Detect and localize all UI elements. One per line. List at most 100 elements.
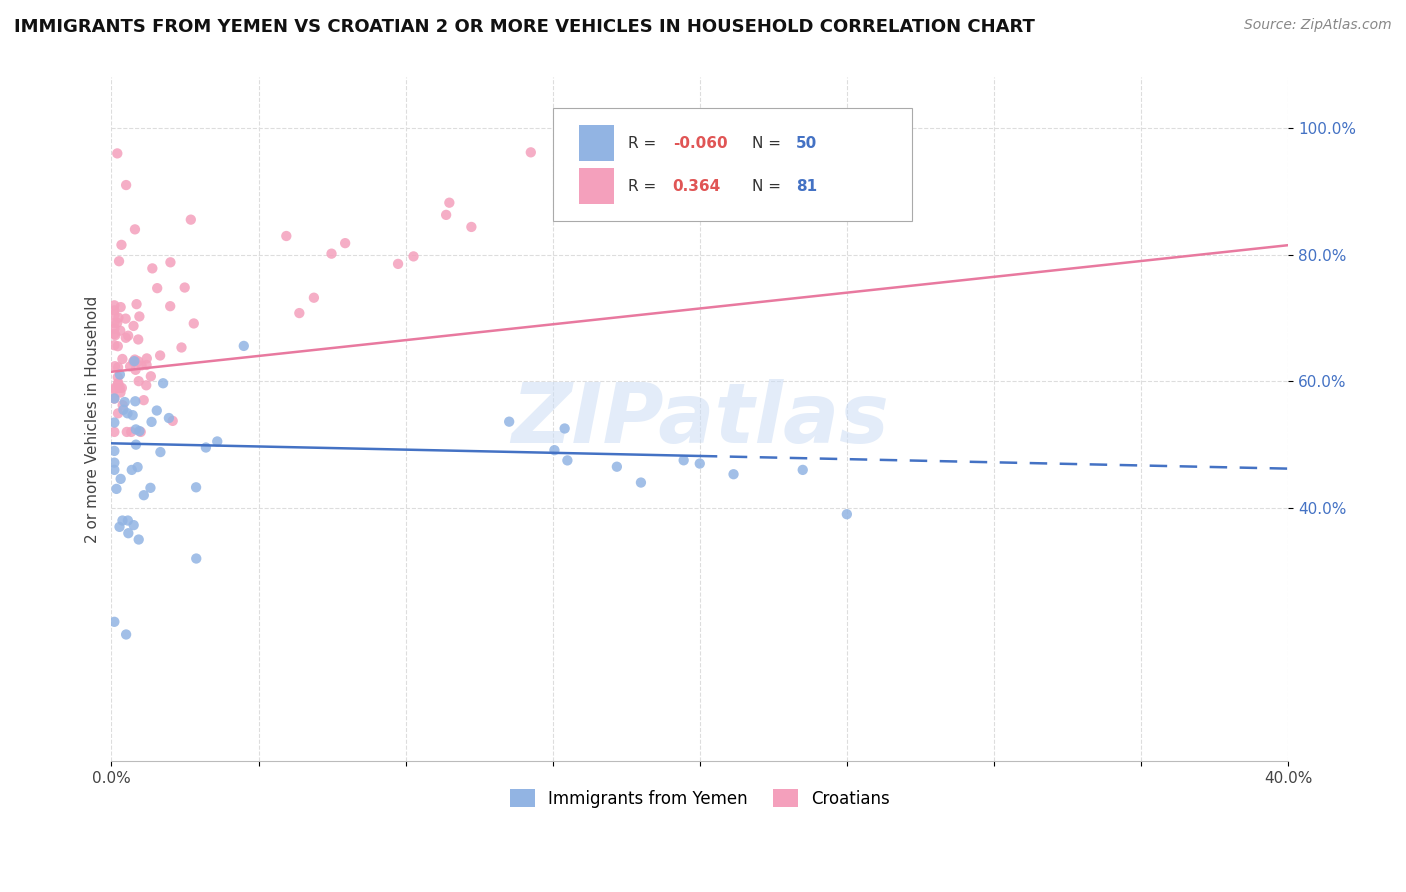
Point	[630, 475, 652, 490]
Point	[103, 381, 125, 395]
Point	[103, 416, 125, 430]
Point	[596, 196, 619, 211]
Bar	[578, 125, 614, 161]
Point	[108, 368, 131, 382]
Text: R =: R =	[628, 136, 661, 151]
Point	[107, 339, 129, 353]
Point	[288, 306, 311, 320]
Point	[117, 514, 139, 528]
Point	[105, 316, 128, 330]
Point	[723, 467, 745, 482]
Point	[114, 331, 136, 345]
Point	[107, 376, 129, 391]
Point	[122, 518, 145, 533]
Point	[543, 443, 565, 458]
Point	[129, 425, 152, 439]
Point	[127, 333, 149, 347]
Point	[180, 212, 202, 227]
Point	[792, 463, 814, 477]
Point	[122, 318, 145, 333]
Point	[127, 354, 149, 368]
Point	[568, 143, 591, 157]
Point	[321, 246, 343, 260]
Point	[439, 195, 461, 210]
Point	[128, 424, 150, 438]
Point	[128, 310, 150, 324]
Bar	[578, 169, 614, 204]
Point	[125, 422, 148, 436]
Point	[131, 359, 153, 373]
Point	[108, 254, 131, 268]
Point	[103, 463, 125, 477]
Point	[333, 236, 356, 251]
Point	[121, 408, 143, 422]
Point	[194, 441, 217, 455]
Point	[111, 514, 134, 528]
Point	[115, 627, 138, 641]
Point	[117, 526, 139, 541]
Point	[624, 134, 647, 148]
Point	[110, 238, 132, 252]
Point	[232, 339, 254, 353]
Point	[124, 352, 146, 367]
Point	[120, 359, 142, 374]
Point	[107, 360, 129, 375]
Point	[141, 415, 163, 429]
Point	[302, 291, 325, 305]
Text: 50: 50	[796, 136, 817, 151]
Point	[115, 178, 138, 192]
Point	[103, 392, 125, 406]
Point	[606, 459, 628, 474]
Point	[107, 406, 129, 420]
Point	[103, 444, 125, 458]
Point	[103, 316, 125, 330]
Point	[114, 311, 136, 326]
Point	[127, 460, 149, 475]
Point	[124, 394, 146, 409]
Point	[110, 324, 132, 338]
Text: -0.060: -0.060	[672, 136, 727, 151]
Point	[105, 482, 128, 496]
Point	[835, 507, 858, 521]
Point	[103, 456, 125, 470]
Point	[132, 393, 155, 408]
Point	[498, 415, 520, 429]
Point	[121, 463, 143, 477]
Point	[107, 370, 129, 384]
Point	[110, 385, 132, 400]
Point	[149, 445, 172, 459]
Point	[184, 480, 207, 494]
Point	[103, 298, 125, 312]
Point	[108, 520, 131, 534]
Text: N =: N =	[752, 136, 786, 151]
Point	[582, 121, 605, 136]
Text: IMMIGRANTS FROM YEMEN VS CROATIAN 2 OR MORE VEHICLES IN HOUSEHOLD CORRELATION CH: IMMIGRANTS FROM YEMEN VS CROATIAN 2 OR M…	[14, 18, 1035, 36]
Point	[107, 376, 129, 390]
Point	[124, 363, 146, 377]
Point	[135, 378, 157, 392]
Point	[132, 488, 155, 502]
Point	[520, 145, 543, 160]
Point	[105, 146, 128, 161]
Point	[103, 425, 125, 439]
Point	[434, 208, 457, 222]
Point	[135, 358, 157, 372]
Point	[146, 403, 169, 417]
Text: Source: ZipAtlas.com: Source: ZipAtlas.com	[1244, 18, 1392, 32]
Point	[111, 351, 134, 366]
Y-axis label: 2 or more Vehicles in Household: 2 or more Vehicles in Household	[86, 295, 100, 543]
Point	[135, 351, 157, 366]
Point	[186, 551, 208, 566]
Point	[103, 338, 125, 352]
Point	[139, 481, 162, 495]
Text: ZIPatlas: ZIPatlas	[510, 379, 889, 459]
Point	[107, 310, 129, 325]
Point	[170, 341, 193, 355]
Point	[120, 425, 142, 439]
Point	[103, 321, 125, 335]
Point	[108, 381, 131, 395]
Legend: Immigrants from Yemen, Croatians: Immigrants from Yemen, Croatians	[503, 783, 897, 814]
Point	[103, 615, 125, 629]
Point	[103, 383, 125, 397]
Point	[104, 359, 127, 374]
